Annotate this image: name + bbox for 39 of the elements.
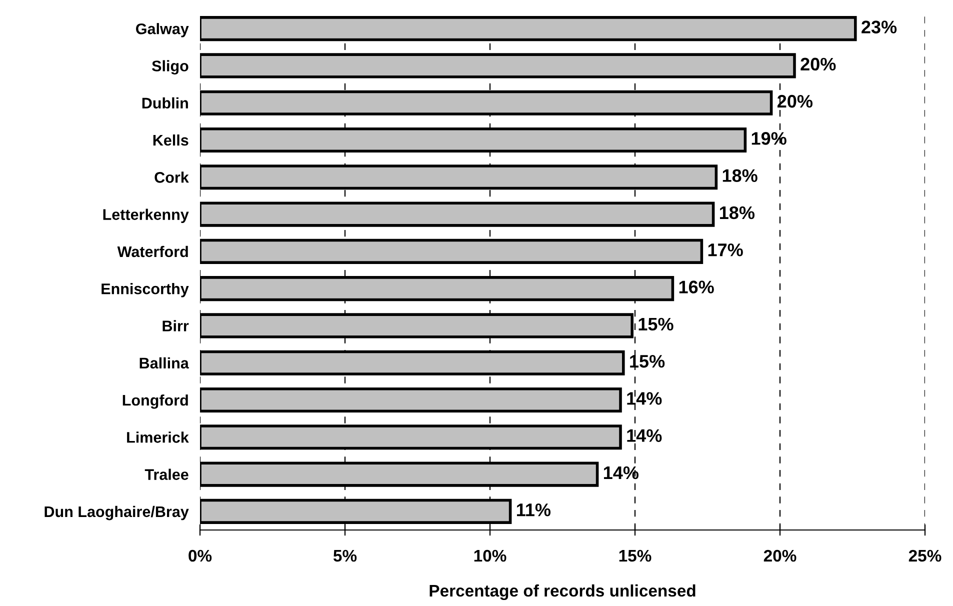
- bar: [200, 387, 622, 413]
- y-tick-label: Ballina: [140, 357, 189, 369]
- y-tick-label: Longford: [122, 394, 188, 409]
- data-label: 15%: [630, 354, 665, 368]
- y-tick-label: Cork: [154, 172, 189, 183]
- y-tick-label: Dublin: [142, 97, 188, 109]
- y-tick-label: Limerick: [127, 432, 189, 443]
- bar: [200, 202, 715, 227]
- x-tick-label: 20%: [764, 550, 796, 562]
- x-tick-label: 0%: [188, 550, 212, 562]
- y-tick-label: Letterkenny: [103, 208, 189, 223]
- x-tick-label: 5%: [333, 550, 357, 562]
- bar: [200, 53, 796, 78]
- data-label: 18%: [720, 206, 755, 220]
- y-tick-label: Dun Laoghaire/Bray: [44, 506, 189, 520]
- y-tick-label: Tralee: [144, 468, 188, 480]
- data-label: 14%: [627, 392, 662, 405]
- x-axis-title: Percentage of records unlicensed: [430, 584, 696, 600]
- bar: [200, 16, 857, 42]
- data-label: 11%: [516, 504, 551, 516]
- x-tick-label: 25%: [908, 550, 942, 562]
- data-label: 20%: [777, 94, 813, 108]
- y-tick-label: Galway: [136, 23, 189, 38]
- data-label: 23%: [862, 20, 897, 34]
- y-tick-label: Kells: [153, 134, 188, 146]
- data-label: 15%: [638, 318, 674, 331]
- data-label: 16%: [679, 280, 714, 294]
- bar: [200, 238, 704, 264]
- data-label: 18%: [722, 169, 758, 182]
- data-label: 17%: [708, 244, 743, 256]
- y-tick-label: Sligo: [152, 60, 188, 74]
- data-label: 14%: [627, 429, 662, 442]
- data-label: 20%: [800, 58, 836, 71]
- data-label: 19%: [752, 132, 786, 145]
- x-tick-label: 10%: [474, 550, 506, 562]
- x-tick-label: 15%: [619, 550, 652, 562]
- y-tick-label: Waterford: [117, 246, 188, 258]
- y-tick-label: Enniscorthy: [102, 283, 189, 298]
- y-tick-label: Birr: [162, 320, 189, 332]
